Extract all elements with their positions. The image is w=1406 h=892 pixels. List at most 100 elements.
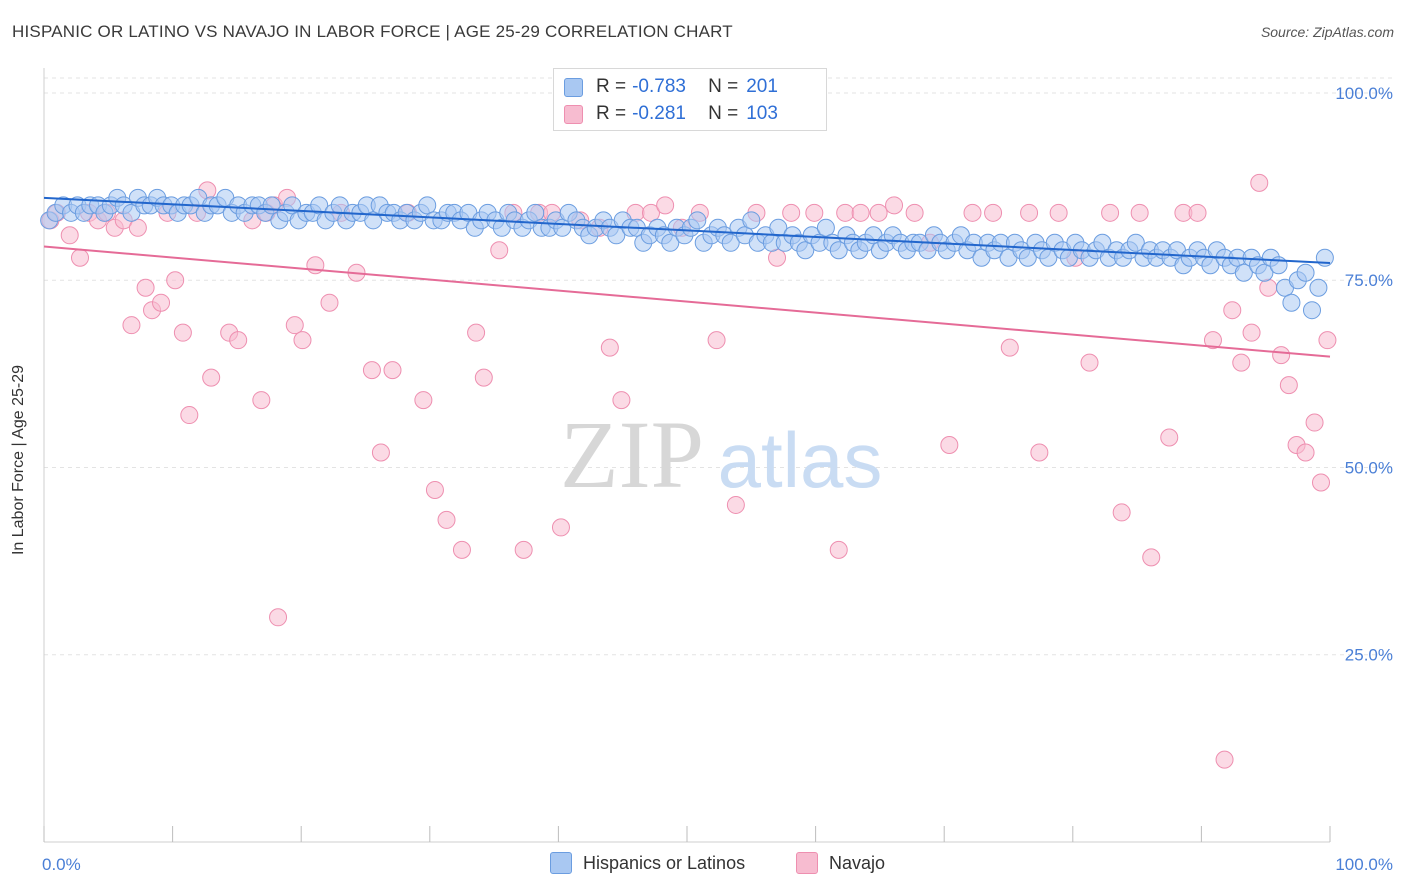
navajo-point <box>229 331 248 350</box>
navajo-point <box>782 203 801 222</box>
navajo-point <box>362 361 381 380</box>
navajo-point <box>851 203 870 222</box>
navajo-point <box>293 331 312 350</box>
hispanic-point <box>1302 301 1321 320</box>
y-tick-label: 75.0% <box>1345 271 1393 290</box>
navajo-point <box>1188 203 1207 222</box>
navajo-point <box>1279 376 1298 395</box>
navajo-point <box>173 323 192 342</box>
hispanic-point <box>364 211 383 230</box>
navajo-point <box>641 203 660 222</box>
hispanic-point <box>310 196 329 215</box>
hispanic-point <box>742 211 761 230</box>
legend-row-navajo: R = -0.281 N = 103 <box>564 102 778 126</box>
navajo-point <box>1080 353 1099 372</box>
navajo-point <box>1272 346 1291 365</box>
navajo-point <box>269 608 288 627</box>
navajo-point <box>414 391 433 410</box>
navajo-point <box>551 518 570 537</box>
hispanic-point <box>526 203 545 222</box>
legend-swatch-hispanic <box>564 77 583 97</box>
hispanic-point <box>1309 278 1328 297</box>
legend-label-navajo: Navajo <box>829 852 886 873</box>
navajo-point <box>252 391 271 410</box>
legend-swatch-navajo <box>564 104 583 124</box>
navajo-point <box>1311 473 1330 492</box>
navajo-point <box>1101 203 1120 222</box>
legend-row-hispanic: R = -0.783 N = 201 <box>564 75 778 99</box>
tick-labels: 25.0% 50.0% 75.0% 100.0% 0.0% 100.0% <box>42 84 1393 874</box>
navajo-point <box>905 203 924 222</box>
legend-item-navajo: Navajo <box>796 852 885 874</box>
navajo-point <box>320 293 339 312</box>
legend-item-hispanic: Hispanics or Latinos <box>550 852 745 874</box>
navajo-point <box>152 293 171 312</box>
navajo-point <box>1020 203 1039 222</box>
navajo-point <box>869 203 888 222</box>
navajo-point <box>452 540 471 559</box>
navajo-point <box>474 368 493 387</box>
navajo-point <box>1130 203 1149 222</box>
navajo-point <box>136 278 155 297</box>
navajo-point <box>180 406 199 425</box>
navajo-point <box>467 323 486 342</box>
hispanic-point <box>1126 233 1145 252</box>
navajo-point <box>1232 353 1251 372</box>
navajo-point <box>656 196 675 215</box>
navajo-point <box>1160 428 1179 447</box>
navajo-point <box>1318 331 1337 350</box>
chart-title: HISPANIC OR LATINO VS NAVAJO IN LABOR FO… <box>12 22 733 41</box>
legend-r-label: R = <box>596 103 627 124</box>
hispanic-point <box>829 241 848 260</box>
navajo-point <box>1142 548 1161 567</box>
hispanic-point <box>1234 263 1253 282</box>
navajo-point <box>984 203 1003 222</box>
hispanic-point <box>721 233 740 252</box>
hispanic-point <box>1018 248 1037 267</box>
hispanic-point <box>661 233 680 252</box>
y-tick-label: 50.0% <box>1345 458 1393 477</box>
navajo-point <box>71 248 90 267</box>
navajo-point <box>805 203 824 222</box>
navajo-point <box>1030 443 1049 462</box>
navajo-point <box>490 241 509 260</box>
x-tick-label: 0.0% <box>42 855 81 874</box>
watermark-atlas: atlas <box>718 416 883 504</box>
hispanic-point <box>1282 293 1301 312</box>
hispanic-point <box>816 218 835 237</box>
navajo-trend-line <box>43 245 1331 358</box>
navajo-point <box>60 226 79 245</box>
navajo-point <box>768 248 787 267</box>
axis-lines <box>43 68 1331 843</box>
hispanic-point <box>769 218 788 237</box>
legend-label-hispanic: Hispanics or Latinos <box>583 852 746 873</box>
y-tick-label: 25.0% <box>1345 646 1393 665</box>
legend-r-value: -0.783 <box>632 76 686 97</box>
navajo-point <box>1250 173 1269 192</box>
navajo-point <box>829 540 848 559</box>
navajo-point <box>885 196 904 215</box>
hispanic-point <box>796 241 815 260</box>
navajo-point <box>963 203 982 222</box>
legend-r-label: R = <box>596 76 627 97</box>
x-tick-label: 100.0% <box>1335 855 1393 874</box>
gridlines <box>44 77 1395 656</box>
legend-n-value: 201 <box>746 76 778 97</box>
navajo-point <box>122 316 141 335</box>
hispanic-point <box>688 211 707 230</box>
navajo-point <box>1296 443 1315 462</box>
source-credit: Source: ZipAtlas.com <box>1260 24 1394 40</box>
navajo-point <box>600 338 619 357</box>
hispanic-point <box>1296 263 1315 282</box>
legend-r-value: -0.281 <box>632 103 686 124</box>
watermark-zip: ZIP <box>560 401 704 508</box>
navajo-point <box>371 443 390 462</box>
navajo-point <box>128 218 147 237</box>
hispanic-point <box>418 196 437 215</box>
y-tick-label: 100.0% <box>1335 84 1393 103</box>
navajo-point <box>1000 338 1019 357</box>
watermark: ZIP atlas <box>560 401 882 508</box>
hispanic-point <box>1255 263 1274 282</box>
legend-n-label: N = <box>708 103 739 124</box>
